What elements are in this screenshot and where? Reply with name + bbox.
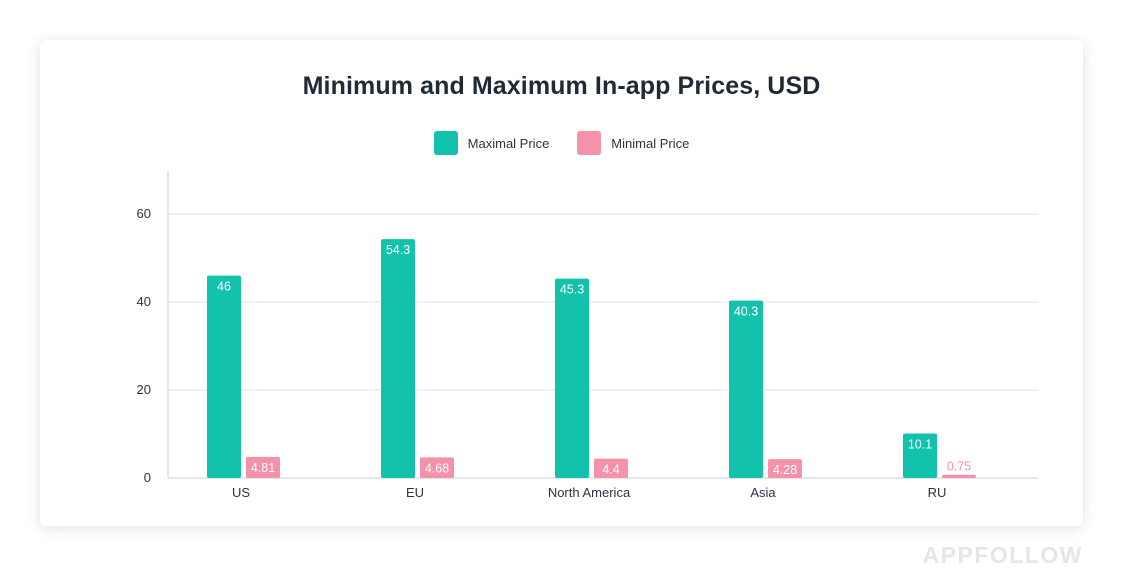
- data-label: 45.3: [560, 283, 584, 297]
- x-tick-label: North America: [548, 485, 631, 500]
- chart-legend: Maximal Price Minimal Price: [0, 131, 1123, 155]
- bar-minimal-price: [768, 459, 802, 478]
- bar-maximal-price: [381, 239, 415, 478]
- bar-maximal-price: [207, 275, 241, 478]
- bar-minimal-price: [594, 458, 628, 478]
- x-tick-label: Asia: [750, 485, 776, 500]
- x-tick-label: US: [232, 485, 250, 500]
- data-label: 10.1: [908, 438, 932, 452]
- data-label: 54.3: [386, 243, 410, 257]
- data-label: 4.81: [251, 461, 275, 475]
- y-tick-label: 40: [137, 294, 151, 309]
- data-label: 40.3: [734, 305, 758, 319]
- bar-minimal-price: [246, 456, 280, 478]
- y-tick-label: 0: [144, 470, 151, 485]
- legend-label-minimal-price: Minimal Price: [611, 135, 690, 151]
- bar-minimal-price: [420, 457, 454, 478]
- data-label: 0.75: [947, 460, 971, 474]
- bar-maximal-price: [555, 278, 589, 478]
- y-tick-label: 60: [137, 206, 151, 221]
- y-tick-label: 20: [137, 382, 151, 397]
- x-tick-label: EU: [406, 485, 424, 500]
- data-label: 4.28: [773, 463, 797, 477]
- legend-swatch-minimal-price: [577, 131, 602, 155]
- legend-item-minimal-price[interactable]: Minimal Price: [577, 131, 689, 155]
- data-label: 4.68: [425, 461, 449, 475]
- data-label: 46: [217, 280, 231, 294]
- bar-minimal-price: [942, 474, 976, 478]
- bar-maximal-price: [729, 300, 763, 478]
- appfollow-watermark: APPFOLLOW: [922, 542, 1083, 568]
- data-label: 4.4: [602, 463, 619, 477]
- legend-item-maximal-price[interactable]: Maximal Price: [433, 131, 550, 155]
- chart-title: Minimum and Maximum In-app Prices, USD: [302, 72, 821, 100]
- legend-swatch-maximal-price: [433, 131, 458, 155]
- bar-maximal-price: [903, 433, 937, 478]
- legend-label-maximal-price: Maximal Price: [467, 135, 550, 151]
- x-tick-label: RU: [928, 485, 947, 500]
